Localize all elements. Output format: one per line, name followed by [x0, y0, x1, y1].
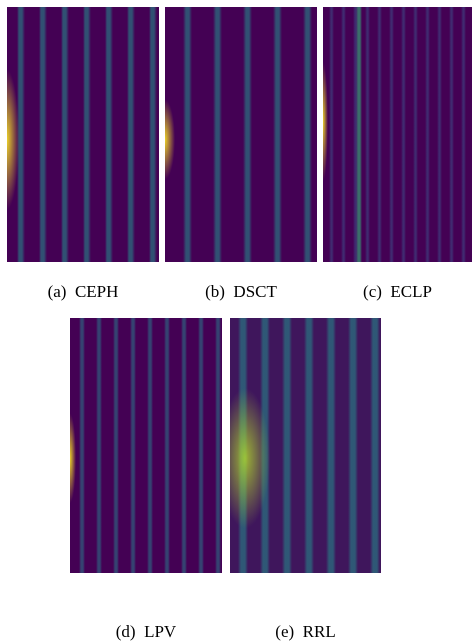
- caption: (b) DSCT: [205, 282, 277, 301]
- caption: (e) RRL: [275, 622, 336, 641]
- heatmap: [70, 318, 222, 573]
- heatmap: [7, 7, 159, 262]
- heatmap: [230, 318, 381, 573]
- caption: (c) ECLP: [363, 282, 432, 301]
- heatmap: [323, 7, 472, 262]
- caption: (a) CEPH: [47, 282, 119, 301]
- caption: (d) LPV: [115, 622, 177, 641]
- heatmap: [165, 7, 317, 262]
